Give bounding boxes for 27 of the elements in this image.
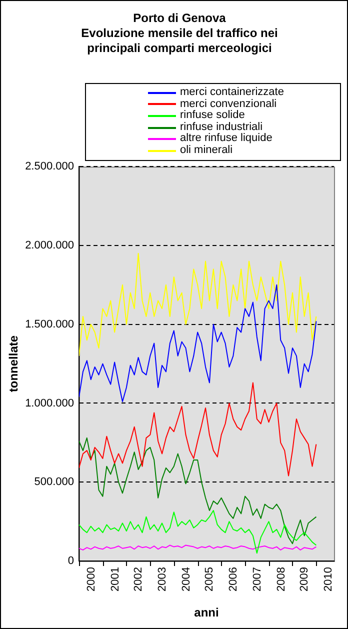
legend-label: merci containerizzate (180, 86, 284, 99)
x-tick-label: 2008 (276, 567, 288, 592)
x-tick-label: 2002 (132, 567, 145, 592)
y-tick-label: 1.000.000 (25, 397, 74, 410)
y-tick-label: 500.000 (34, 476, 74, 488)
chart-title: Porto di Genova (132, 11, 227, 26)
legend-label: oli minerali (180, 144, 233, 157)
x-tick-label: 2005 (204, 567, 216, 592)
y-tick-label: 1.500.000 (25, 318, 74, 330)
x-tick-label: 2000 (86, 567, 98, 592)
chart-subtitle: Evoluzione mensile del traffico nei principali comparti merceologici (80, 26, 279, 56)
legend-label: altre rinfuse liquide (180, 132, 272, 145)
x-tick-label: 2010 (322, 567, 335, 592)
x-tick-label: 2001 (110, 567, 122, 592)
x-tick-label: 2004 (180, 567, 193, 592)
x-tick-label: 2003 (156, 567, 169, 592)
x-tick-label: 2009 (298, 567, 311, 592)
y-axis-title: tonnellate (6, 335, 21, 392)
x-tick-label: 2006 (228, 567, 240, 592)
x-tick-label: 2007 (252, 567, 264, 592)
y-tick-label: 0 (68, 555, 74, 568)
legend-label: rinfuse solide (180, 109, 245, 122)
y-tick-label: 2.000.000 (25, 240, 74, 252)
y-tick-label: 2.500.000 (25, 160, 74, 173)
x-axis-title: anni (194, 605, 219, 620)
legend-label: rinfuse industriali (180, 120, 263, 133)
legend-label: merci convenzionali (180, 98, 277, 110)
